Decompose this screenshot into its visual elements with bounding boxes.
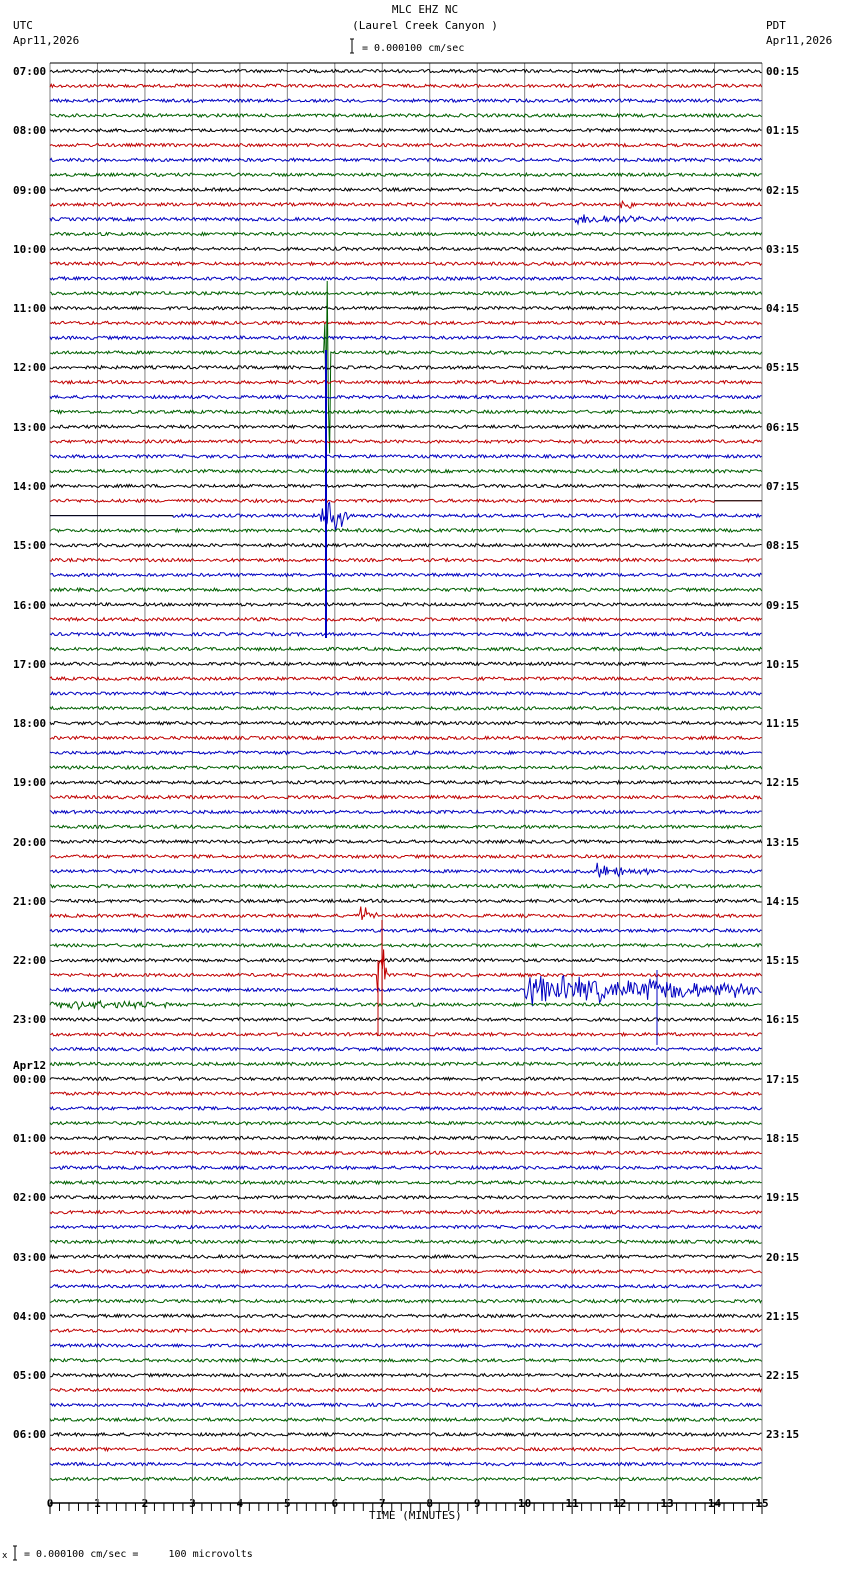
pdt-hour-label: 09:15 (766, 598, 800, 612)
utc-hour-label: 20:00 (13, 835, 47, 849)
footer-marker: x (2, 1551, 8, 1561)
pdt-hour-label: 02:15 (766, 183, 800, 197)
pdt-hour-label: 18:15 (766, 1132, 800, 1146)
station-location: (Laurel Creek Canyon ) (352, 19, 498, 32)
utc-hour-label: 22:00 (13, 954, 47, 968)
utc-hour-label: 11:00 (13, 302, 47, 316)
pdt-hour-label: 07:15 (766, 479, 800, 493)
pdt-hour-label: 00:15 (766, 65, 800, 78)
pdt-hour-label: 05:15 (766, 361, 800, 375)
pdt-hour-label: 23:15 (766, 1428, 800, 1442)
utc-hour-label: 04:00 (13, 1309, 47, 1323)
utc-hour-label: 05:00 (13, 1369, 47, 1383)
utc-hour-label: 00:00 (13, 1072, 47, 1086)
pdt-hour-label: 11:15 (766, 717, 800, 731)
utc-hour-label: 08:00 (13, 124, 47, 138)
pdt-hour-label: 01:15 (766, 124, 800, 138)
right-date: Apr11,2026 (766, 34, 833, 47)
pdt-hour-label: 20:15 (766, 1250, 800, 1264)
pdt-hour-label: 10:15 (766, 657, 800, 671)
utc-hour-label: 14:00 (13, 479, 47, 493)
pdt-hour-label: 16:15 (766, 1013, 800, 1027)
pdt-hour-label: 13:15 (766, 835, 800, 849)
utc-hour-label: 09:00 (13, 183, 47, 197)
utc-hour-label: 18:00 (13, 717, 47, 731)
pdt-hour-label: 19:15 (766, 1191, 800, 1205)
x-axis-label: TIME (MINUTES) (369, 1509, 462, 1522)
utc-hour-label: 03:00 (13, 1250, 47, 1264)
pdt-hour-label: 04:15 (766, 302, 800, 316)
utc-hour-label: 21:00 (13, 894, 47, 908)
utc-hour-label: 17:00 (13, 657, 47, 671)
date-change-label: Apr12 (13, 1058, 47, 1072)
pdt-hour-label: 08:15 (766, 539, 800, 553)
pdt-hour-label: 21:15 (766, 1309, 800, 1323)
utc-hour-label: 15:00 (13, 539, 47, 553)
left-date: Apr11,2026 (13, 34, 80, 47)
left-timezone: UTC (13, 19, 33, 32)
right-timezone: PDT (766, 19, 786, 32)
station-title: MLC EHZ NC (391, 3, 459, 16)
pdt-hour-label: 22:15 (766, 1369, 800, 1383)
pdt-hour-label: 14:15 (766, 894, 800, 908)
scale-label: = 0.000100 cm/sec (362, 43, 465, 54)
pdt-hour-label: 03:15 (766, 242, 800, 256)
utc-hour-label: 01:00 (13, 1132, 47, 1146)
utc-hour-label: 13:00 (13, 420, 47, 434)
utc-hour-label: 23:00 (13, 1013, 47, 1027)
utc-hour-label: 12:00 (13, 361, 47, 375)
pdt-hour-label: 15:15 (766, 954, 800, 968)
footer-scale-note: = 0.000100 cm/sec = 100 microvolts (24, 1549, 253, 1560)
utc-hour-label: 06:00 (13, 1428, 47, 1442)
pdt-hour-label: 17:15 (766, 1072, 800, 1086)
utc-hour-label: 16:00 (13, 598, 47, 612)
pdt-hour-label: 06:15 (766, 420, 800, 434)
pdt-hour-label: 12:15 (766, 776, 800, 790)
utc-hour-label: 19:00 (13, 776, 47, 790)
utc-hour-label: 02:00 (13, 1191, 47, 1205)
utc-hour-label: 07:00 (13, 65, 47, 78)
utc-hour-label: 10:00 (13, 242, 47, 256)
